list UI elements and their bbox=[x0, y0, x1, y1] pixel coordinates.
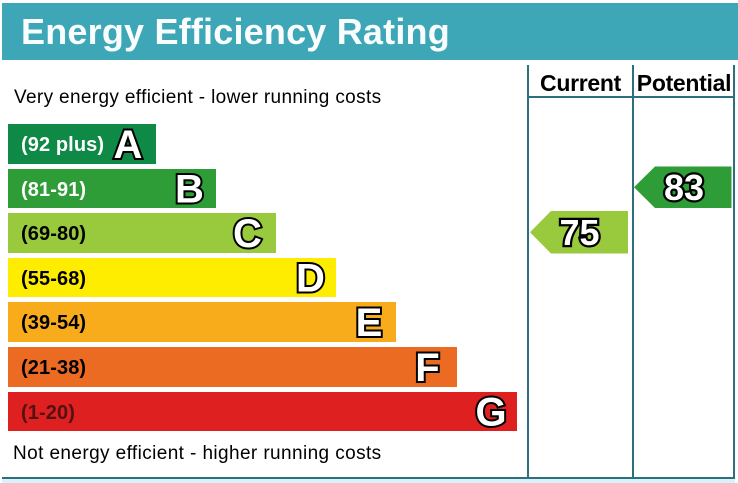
svg-text:75: 75 bbox=[559, 212, 599, 253]
svg-text:C: C bbox=[233, 212, 262, 256]
svg-text:F: F bbox=[415, 346, 439, 390]
svg-text:A: A bbox=[114, 123, 143, 167]
svg-text:D: D bbox=[296, 257, 325, 301]
svg-text:G: G bbox=[475, 390, 506, 434]
svg-text:B: B bbox=[175, 167, 204, 211]
svg-text:E: E bbox=[356, 301, 383, 345]
svg-text:83: 83 bbox=[664, 167, 704, 208]
